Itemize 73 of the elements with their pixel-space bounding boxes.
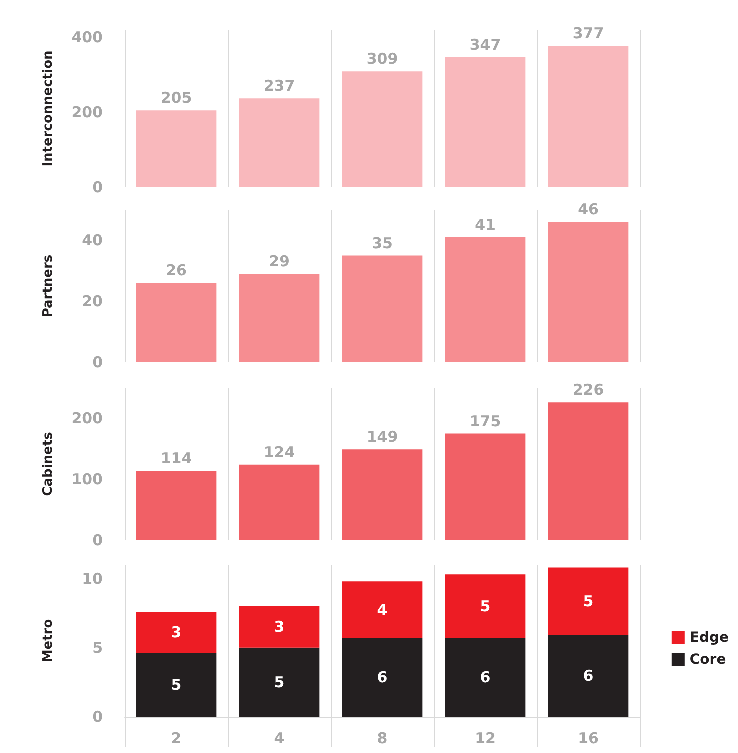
y-axis-title: Interconnection <box>41 50 56 167</box>
y-tick-label: 10 <box>82 570 103 588</box>
data-label: 41 <box>475 216 496 234</box>
data-label: 175 <box>470 412 502 430</box>
data-label: 237 <box>264 77 296 96</box>
data-label: 29 <box>269 252 290 271</box>
data-label: 5 <box>583 592 594 611</box>
legend-label: Core <box>690 652 726 668</box>
y-tick-label: 200 <box>72 410 103 428</box>
y-tick-label: 5 <box>92 638 103 657</box>
bar <box>136 653 217 717</box>
data-label: 26 <box>166 262 187 280</box>
bar <box>239 606 320 648</box>
bar <box>342 256 423 362</box>
data-label: 5 <box>171 676 182 694</box>
bar <box>445 434 526 540</box>
data-label: 6 <box>480 668 491 687</box>
y-tick-label: 20 <box>82 292 103 310</box>
bar <box>239 98 320 188</box>
bar <box>239 464 320 540</box>
data-label: 5 <box>274 673 285 692</box>
bar <box>342 72 423 188</box>
bar <box>136 470 217 540</box>
bar <box>239 274 320 362</box>
bar <box>342 638 423 717</box>
data-label: 205 <box>160 89 192 108</box>
y-tick-label: 0 <box>92 354 103 372</box>
data-label: 6 <box>583 667 594 686</box>
bar <box>342 582 423 638</box>
y-tick-label: 0 <box>92 178 103 196</box>
bar <box>445 574 526 638</box>
bar <box>548 222 629 362</box>
data-label: 5 <box>480 597 491 616</box>
data-label: 3 <box>274 618 285 636</box>
y-tick-label: 0 <box>92 532 103 550</box>
x-tick-label: 4 <box>274 730 285 748</box>
y-axis-title: Metro <box>41 619 56 663</box>
bar <box>548 568 629 636</box>
data-label: 6 <box>377 668 388 687</box>
bar <box>445 237 526 362</box>
x-tick-label: 2 <box>171 730 182 748</box>
data-label: 114 <box>160 449 192 468</box>
x-tick-label: 12 <box>475 730 496 748</box>
bar <box>239 648 320 717</box>
bar <box>548 635 629 717</box>
bar <box>445 638 526 717</box>
y-tick-label: 400 <box>72 28 103 46</box>
legend-label: Edge <box>690 630 730 646</box>
y-axis-title: Partners <box>41 254 56 318</box>
bar <box>342 450 423 540</box>
y-axis-title: Cabinets <box>41 432 56 496</box>
data-label: 4 <box>377 600 388 619</box>
y-tick-label: 40 <box>82 232 103 250</box>
data-label: 3 <box>171 624 182 642</box>
bar <box>445 57 526 188</box>
x-tick-label: 8 <box>377 730 388 748</box>
y-tick-label: 0 <box>92 708 103 726</box>
x-tick-label: 16 <box>578 730 599 748</box>
data-label: 309 <box>366 50 398 68</box>
data-label: 124 <box>264 443 296 462</box>
bar <box>136 283 217 362</box>
data-label: 377 <box>572 24 604 43</box>
data-label: 347 <box>470 36 502 54</box>
data-label: 226 <box>572 381 604 400</box>
data-label: 35 <box>372 234 393 252</box>
data-label: 46 <box>578 200 599 219</box>
bar <box>136 612 217 654</box>
y-tick-label: 100 <box>72 470 103 488</box>
data-label: 149 <box>366 428 398 446</box>
bar <box>548 46 629 188</box>
bar <box>548 402 629 540</box>
bar <box>136 110 217 188</box>
y-tick-label: 200 <box>72 104 103 122</box>
